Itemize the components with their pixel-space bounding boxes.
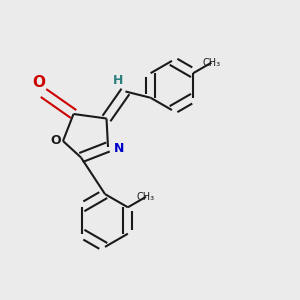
Text: O: O <box>50 134 61 148</box>
Text: H: H <box>113 74 123 87</box>
Text: CH₃: CH₃ <box>137 192 155 202</box>
Text: O: O <box>32 75 46 90</box>
Text: N: N <box>113 142 124 155</box>
Text: CH₃: CH₃ <box>202 58 220 68</box>
